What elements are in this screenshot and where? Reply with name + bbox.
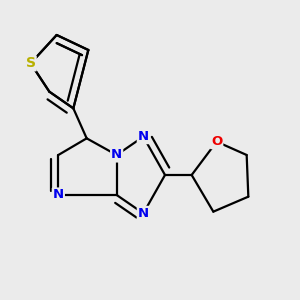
Text: N: N	[111, 148, 122, 161]
Text: N: N	[138, 130, 149, 143]
Text: N: N	[138, 207, 149, 220]
Text: O: O	[211, 135, 222, 148]
Text: N: N	[53, 188, 64, 202]
Text: S: S	[26, 56, 36, 70]
